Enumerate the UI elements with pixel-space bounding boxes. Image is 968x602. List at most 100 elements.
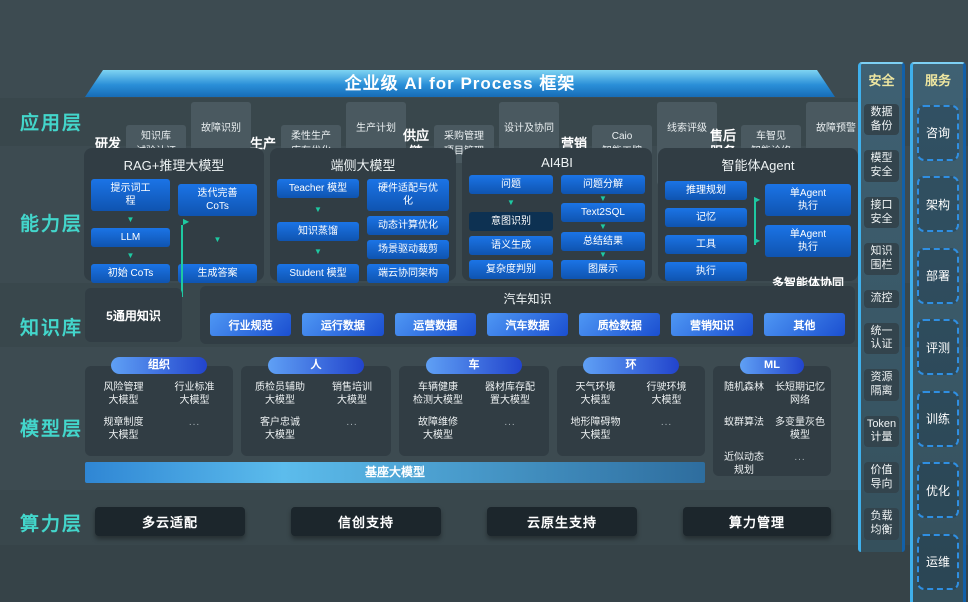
model-panel-vehicle: 车 车辆健康 检测大模型 器材库存配 置大模型 故障维修 大模型 ... — [399, 357, 549, 456]
diagram-title-banner: 企业级 AI for Process 框架 — [85, 70, 835, 97]
arrow-right-icon: ▶ — [754, 236, 761, 245]
flow-step: Student 模型 — [277, 264, 359, 283]
agent-module: 工具 — [665, 235, 747, 254]
knowledge-item: 运行数据 — [302, 313, 384, 336]
flow-column: 提示词工 程 ▼ LLM ▼ 初始 CoTs — [91, 179, 170, 283]
security-item: 接口 安全 — [864, 196, 899, 229]
model-item: 风险管理 大模型 — [103, 382, 144, 406]
model-grid: 随机森林 长短期记忆 网络 蚁群算法 多变量灰色 模型 近似动态 规划 ... — [713, 366, 831, 483]
model-item: 行驶环境 大模型 — [646, 382, 687, 406]
security-item: Token 计量 — [864, 415, 899, 447]
model-item: 长短期记忆 网络 — [775, 382, 825, 406]
app-scenario-text: 故障预警 — [816, 123, 857, 134]
model-item: 天气环境 大模型 — [575, 382, 616, 406]
service-item: 训练 — [917, 390, 959, 447]
model-pill: 人 — [268, 357, 364, 374]
agent-module: 记忆 — [665, 208, 747, 227]
auto-knowledge-title: 汽车知识 — [503, 292, 552, 306]
model-pill: 环 — [583, 357, 679, 374]
panel-body: 推理规划 记忆 工具 执行 ▶ ▶ 单Agent 执行 单Agent 执行 多智… — [665, 179, 851, 290]
panel-title: 智能体Agent — [721, 158, 795, 173]
flow-step: 问题分解 — [561, 175, 645, 194]
knowledge-item: 汽车数据 — [486, 313, 569, 336]
panel-title: RAG+推理大模型 — [123, 158, 225, 173]
model-item: 客户忠诚 大模型 — [260, 417, 300, 441]
service-item: 评测 — [917, 319, 959, 376]
security-item: 数据 备份 — [864, 103, 899, 136]
feature-item: 硬件适配与优 化 — [367, 179, 449, 211]
model-grid: 风险管理 大模型 行业标准 大模型 规章制度 大模型 ... — [85, 366, 233, 448]
base-model-bar: 基座大模型 — [85, 462, 705, 483]
service-item: 架构 — [917, 176, 959, 233]
flow-step: 初始 CoTs — [91, 264, 170, 283]
layer-label-knowledge: 知识库 — [20, 318, 84, 339]
service-item: 部署 — [917, 247, 959, 304]
panel-ai4bi: AI4BI 问题 ▼ 意图识别 语义生成 复杂度判别 问题分解 ▼ Text2S… — [462, 148, 652, 281]
arrow-down-icon: ▼ — [599, 193, 607, 203]
feature-item: 场景驱动裁剪 — [367, 240, 449, 259]
agent-exec-box: 单Agent 执行 — [765, 184, 851, 216]
security-item: 统一 认证 — [864, 322, 899, 355]
flow-step: 复杂度判别 — [469, 260, 553, 279]
model-item-more: ... — [188, 417, 201, 428]
connector-line: ▶ ▶ — [747, 179, 765, 283]
model-item: 质检员辅助 大模型 — [255, 382, 305, 406]
model-pill: ML — [740, 357, 804, 374]
service-item: 优化 — [917, 462, 959, 519]
security-item: 知识 围栏 — [864, 243, 899, 275]
agent-exec-column: 单Agent 执行 单Agent 执行 多智能体协同 — [765, 179, 851, 290]
flow-step: 知识蒸馏 — [277, 221, 359, 241]
panel-body: 提示词工 程 ▼ LLM ▼ 初始 CoTs 迭代完善 CoTs ▼ 生成答案 — [91, 179, 257, 283]
arrow-down-icon: ▼ — [126, 214, 135, 224]
knowledge-item: 运营数据 — [394, 313, 476, 336]
flow-step: 迭代完善 CoTs — [178, 184, 257, 216]
security-sidebar: 安全 数据 备份 模型 安全 接口 安全 知识 围栏 流控 统一 认证 资源 隔… — [858, 62, 905, 552]
security-item: 负载 均衡 — [864, 508, 899, 540]
row-shade — [0, 545, 968, 602]
panel-title: AI4BI — [541, 155, 573, 170]
model-pill: 车 — [426, 357, 522, 374]
layer-label-model: 模型层 — [20, 419, 84, 440]
security-item: 资源 隔离 — [864, 369, 899, 401]
agent-module: 推理规划 — [665, 181, 747, 200]
flow-step: Text2SQL — [561, 203, 645, 223]
arrow-down-icon: ▼ — [599, 250, 607, 260]
model-item: 销售培训 大模型 — [332, 382, 372, 406]
compute-box-multicloud: 多云适配 — [95, 507, 245, 536]
agent-module: 执行 — [665, 262, 747, 281]
model-panel-ml: ML 随机森林 长短期记忆 网络 蚁群算法 多变量灰色 模型 近似动态 规划 .… — [713, 357, 831, 476]
panel-title: 端侧大模型 — [330, 158, 396, 173]
panel-body: 问题 ▼ 意图识别 语义生成 复杂度判别 问题分解 ▼ Text2SQL ▼ 总… — [469, 175, 645, 279]
arrow-down-icon: ▼ — [213, 235, 222, 244]
flow-step: 提示词工 程 — [91, 179, 170, 211]
arrow-down-icon: ▼ — [314, 204, 322, 214]
model-item: 随机森林 — [724, 382, 764, 393]
app-scenario-text: 故障识别 — [201, 123, 242, 134]
model-item: 近似动态 规划 — [724, 452, 764, 476]
arrow-down-icon: ▼ — [314, 247, 322, 257]
arrow-down-icon: ▼ — [126, 250, 135, 260]
flow-step: 总结结果 — [561, 231, 645, 251]
flow-step: 问题 — [469, 175, 553, 194]
security-item: 流控 — [864, 289, 899, 308]
model-item-more: ... — [660, 417, 673, 428]
model-item: 车辆健康 检测大模型 — [413, 382, 463, 406]
flow-step: 语义生成 — [469, 236, 553, 255]
model-item: 规章制度 大模型 — [103, 417, 144, 441]
layer-label-capability: 能力层 — [20, 214, 84, 235]
service-item: 咨询 — [917, 104, 959, 161]
panel-agent: 智能体Agent 推理规划 记忆 工具 执行 ▶ ▶ 单Agent 执行 单Ag… — [658, 148, 858, 290]
model-item: 故障维修 大模型 — [418, 417, 458, 441]
model-panel-people: 人 质检员辅助 大模型 销售培训 大模型 客户忠诚 大模型 ... — [241, 357, 391, 456]
model-item: 器材库存配 置大模型 — [485, 382, 535, 406]
knowledge-item: 营销知识 — [671, 313, 753, 336]
feature-item: 动态计算优化 — [367, 216, 449, 235]
model-item: 蚁群算法 — [724, 417, 764, 428]
arrow-right-icon: ▶ — [183, 217, 190, 226]
arrow-right-icon: ▶ — [754, 195, 761, 204]
model-pill: 组织 — [111, 357, 207, 374]
panel-rag-reasoning: RAG+推理大模型 提示词工 程 ▼ LLM ▼ 初始 CoTs 迭代完善 Co… — [84, 148, 264, 297]
feature-column: 硬件适配与优 化 动态计算优化 场景驱动裁剪 端云协同架构 — [367, 179, 449, 283]
compute-box-cloudnative: 云原生支持 — [487, 507, 637, 536]
